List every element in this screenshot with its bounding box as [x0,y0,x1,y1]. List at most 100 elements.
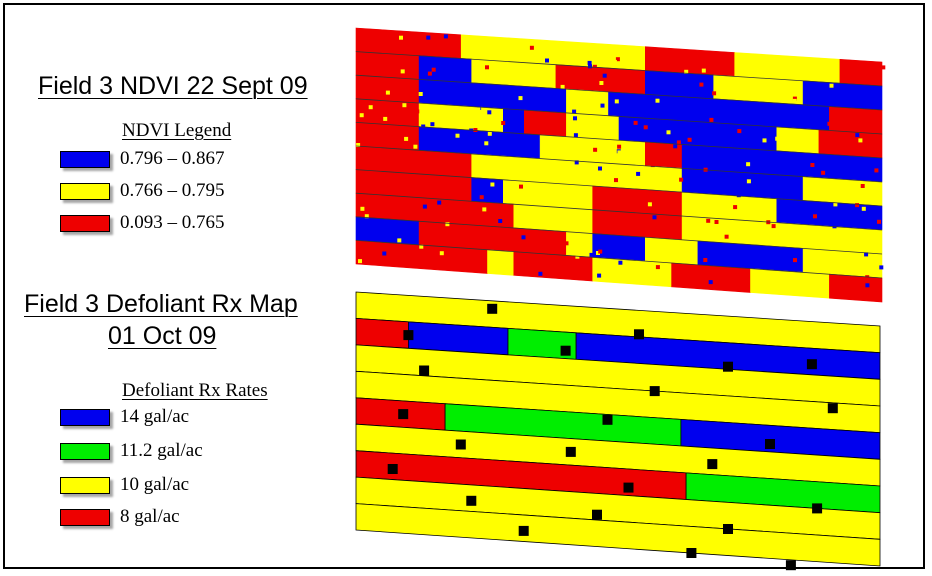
ndvi-pixel [484,48,489,53]
ndvi-pixel [792,98,797,103]
ndvi-pixel [427,71,432,76]
rx-sample-point [518,525,529,536]
ndvi-pixel [822,285,827,290]
rx-sample-point [707,459,718,470]
ndvi-pixel [663,79,668,84]
ndvi-stripe-line [355,145,883,183]
ndvi-pixel [358,259,362,264]
ndvi-pixel [810,163,815,167]
ndvi-pixel [401,80,406,85]
ndvi-pixel [505,37,510,42]
ndvi-pixel [684,69,689,74]
ndvi-pixel [750,240,755,245]
ndvi-pixel [860,184,865,188]
ndvi-pixel [823,140,828,145]
ndvi-zone-yellow [644,165,683,193]
ndvi-pixel [813,214,817,219]
ndvi-pixel [737,129,742,134]
ndvi-pixel [587,60,592,65]
ndvi-stripe-line [355,192,883,231]
ndvi-pixel [709,136,714,141]
rx-sample-point [806,359,817,370]
ndvi-pixel [356,143,361,147]
ndvi-pixel [755,193,759,198]
rx-zone [355,317,409,349]
ndvi-pixel [877,219,881,224]
ndvi-pixel [572,203,577,208]
ndvi-pixel [484,141,489,146]
ndvi-pixel [400,69,405,74]
ndvi-legend-label: 0.796 – 0.867 [120,148,225,169]
ndvi-pixel [445,222,450,227]
rx-defoliant-map [355,291,881,571]
ndvi-pixel [431,67,436,72]
ndvi-pixel [357,174,362,179]
ndvi-pixel [615,57,620,62]
ndvi-pixel [486,93,491,98]
ndvi-pixel [422,204,427,209]
ndvi-legend-swatch-yellow [60,183,110,200]
ndvi-pixel [538,271,543,276]
ndvi-pixel [827,121,832,126]
ndvi-pixel [473,128,478,132]
ndvi-zone-red [829,273,883,303]
ndvi-pixel [874,168,879,173]
ndvi-pixel [368,105,373,110]
ndvi-zone-blue [502,108,525,135]
ndvi-pixel [687,137,692,142]
ndvi-pixel [437,200,442,205]
ndvi-pixel [485,65,489,70]
rx-sample-point [723,361,733,372]
ndvi-stripe-line [355,98,883,135]
ndvi-zone-blue [471,177,504,204]
ndvi-zone-yellow [644,236,699,266]
ndvi-zone-yellow [487,249,515,276]
ndvi-legend-label: 0.766 – 0.795 [120,180,225,201]
ndvi-pixel [598,249,603,254]
ndvi-pixel [612,59,617,64]
ndvi-pixel [636,171,641,176]
ndvi-pixel [699,82,704,87]
ndvi-pixel [673,144,678,149]
rx-sample-point [634,329,644,340]
rx-sample-point [827,403,838,414]
rx-legend-label: 14 gal/ac [120,406,190,427]
ndvi-pixel [430,122,435,127]
ndvi-pixel [701,68,706,73]
rx-sample-point [785,560,796,571]
ndvi-pixel [482,207,487,212]
ndvi-pixel [439,251,444,256]
rx-legend-swatch-yellow [60,477,110,494]
rx-sample-point [623,482,634,493]
ndvi-pixel [424,109,429,114]
ndvi-pixel [560,84,565,89]
ndvi-pixel [633,120,638,125]
ndvi-pixel [589,252,594,257]
ndvi-stripe-line [355,74,883,111]
ndvi-pixel [476,107,481,112]
ndvi-pixel [403,153,408,158]
ndvi-pixel [703,258,708,262]
rx-legend-title: Defoliant Rx Rates [122,380,268,401]
ndvi-pixel [754,69,759,74]
ndvi-pixel [597,273,602,278]
ndvi-stripe-line [355,169,883,207]
ndvi-pixel [853,252,858,257]
ndvi-pixel [770,273,775,278]
rx-sample-point [419,365,430,376]
ndvi-pixel [415,109,420,114]
rx-sample-point [560,345,571,356]
ndvi-pixel [448,193,453,198]
ndvi-map [355,27,886,303]
ndvi-zone-red [839,58,883,87]
ndvi-pixel [382,251,387,256]
ndvi-pixel [855,133,860,138]
ndvi-legend-swatch-red [60,215,110,232]
ndvi-pixel [743,116,748,121]
ndvi-pixel [478,211,483,216]
ndvi-pixel [532,171,537,176]
ndvi-pixel [832,185,837,190]
ndvi-pixel [821,170,826,175]
ndvi-zone-red [355,51,420,80]
